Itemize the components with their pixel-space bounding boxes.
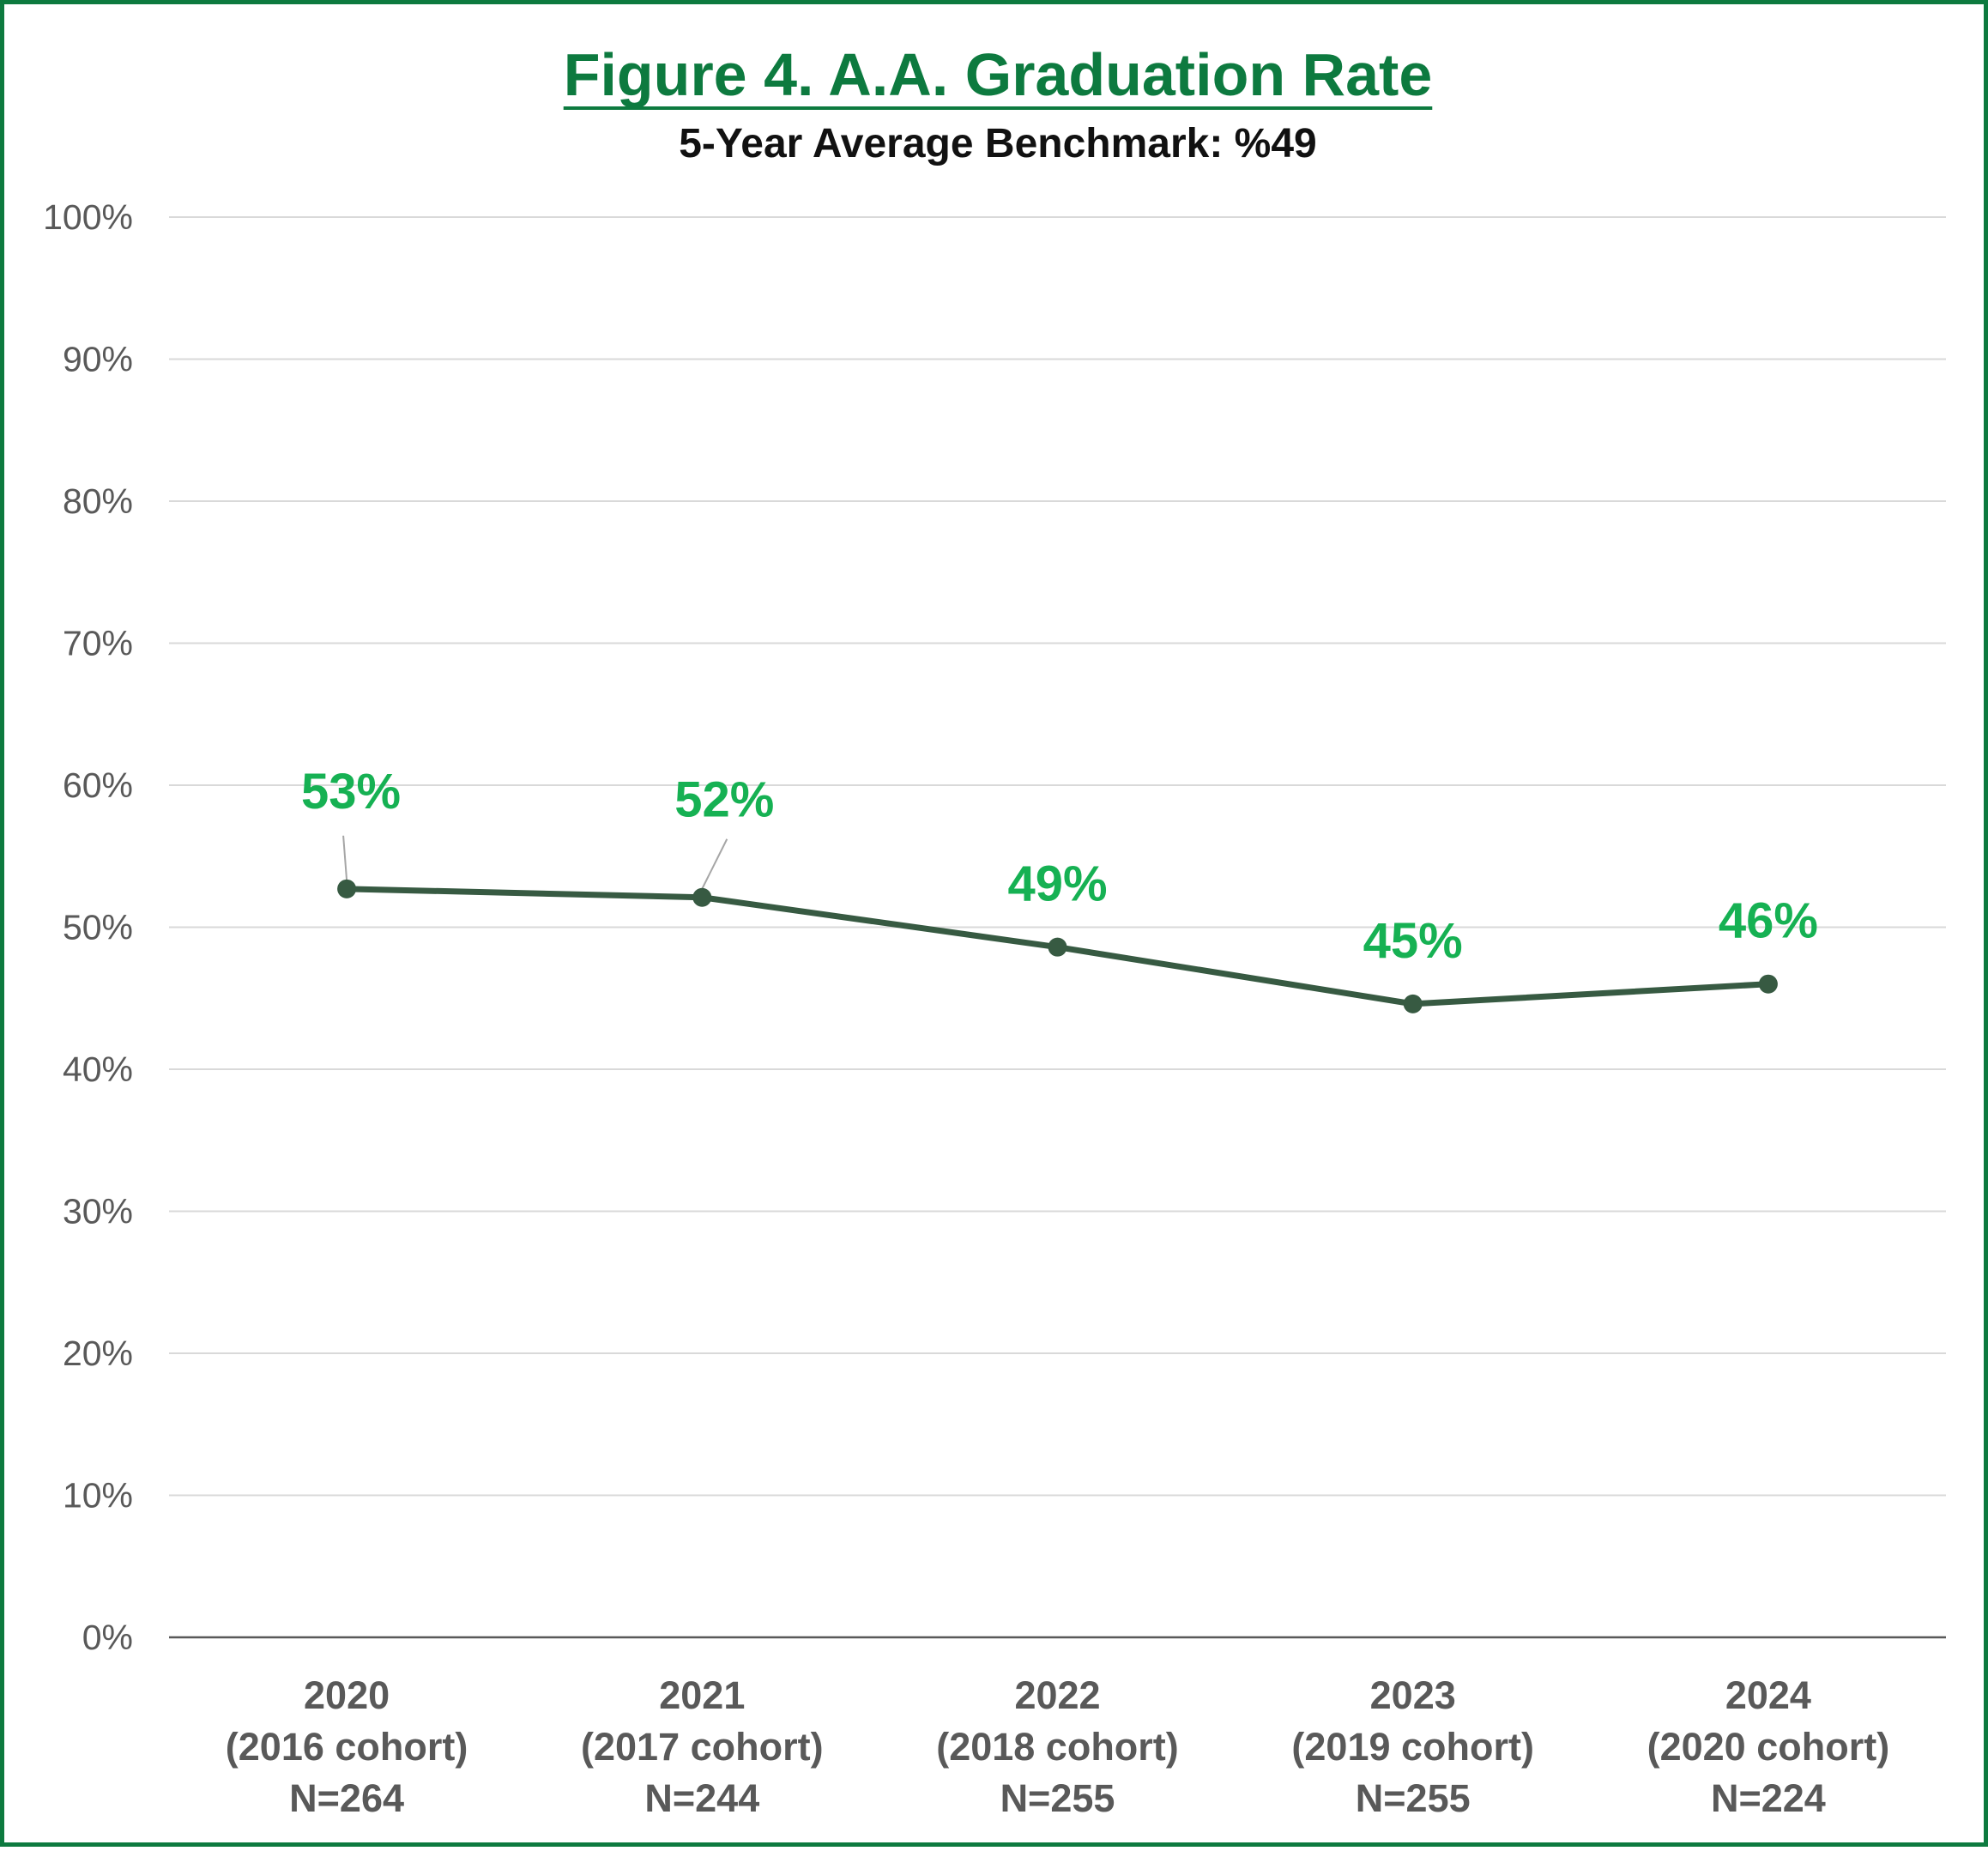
data-label: 46% <box>1719 893 1818 949</box>
x-tick-label: (2016 cohort) <box>226 1725 468 1769</box>
y-axis-tick-labels: 0% 10% 20% 30% 40% 50% 60% 70% 80% 90% 100% <box>43 197 133 1657</box>
x-tick-label-group: 2024 (2020 cohort) N=224 <box>1647 1673 1890 1820</box>
x-tick-label-group: 2021 (2017 cohort) N=244 <box>581 1673 824 1820</box>
data-point-marker <box>692 887 712 907</box>
y-tick-label: 100% <box>43 197 133 237</box>
x-tick-label-group: 2020 (2016 cohort) N=264 <box>226 1673 468 1820</box>
x-tick-label: 2023 <box>1370 1673 1456 1717</box>
data-label-leader-line <box>701 838 728 890</box>
chart-title: Figure 4. A.A. Graduation Rate <box>564 41 1433 108</box>
x-tick-label-group: 2022 (2018 cohort) N=255 <box>936 1673 1179 1820</box>
data-label: 53% <box>301 764 401 820</box>
data-point-marker <box>1403 994 1423 1013</box>
y-tick-label: 20% <box>63 1334 133 1373</box>
data-point-marker <box>337 879 357 898</box>
x-tick-label: 2021 <box>659 1673 745 1717</box>
y-tick-label: 70% <box>63 624 133 663</box>
data-label: 52% <box>674 772 774 828</box>
data-point-markers <box>337 879 1778 1013</box>
data-label-leader-line <box>342 835 348 880</box>
y-tick-label: 10% <box>63 1476 133 1515</box>
leader-lines <box>342 835 728 890</box>
data-label: 49% <box>1007 856 1107 912</box>
data-label: 45% <box>1363 913 1463 969</box>
x-tick-label: N=255 <box>1356 1776 1471 1820</box>
y-tick-label: 60% <box>63 765 133 805</box>
x-tick-label: 2024 <box>1725 1673 1811 1717</box>
x-tick-label: 2020 <box>304 1673 390 1717</box>
data-labels: 53% 52% 49% 45% 46% <box>301 764 1818 969</box>
x-tick-label: (2019 cohort) <box>1291 1725 1534 1769</box>
chart-subtitle: 5-Year Average Benchmark: %49 <box>679 121 1317 166</box>
line-chart: Figure 4. A.A. Graduation Rate 5-Year Av… <box>43 41 1946 1820</box>
data-point-marker <box>1048 937 1067 957</box>
x-tick-label: (2017 cohort) <box>581 1725 824 1769</box>
y-tick-label: 80% <box>63 481 133 521</box>
gridlines <box>169 216 1946 1639</box>
x-tick-label: 2022 <box>1014 1673 1100 1717</box>
x-tick-label: N=224 <box>1711 1776 1826 1820</box>
x-axis-tick-labels: 2020 (2016 cohort) N=264 2021 (2017 cohort) N… <box>226 1673 1889 1820</box>
y-tick-label: 0% <box>82 1618 133 1657</box>
y-tick-label: 30% <box>63 1192 133 1231</box>
x-tick-label: N=264 <box>289 1776 404 1820</box>
y-tick-label: 90% <box>63 340 133 379</box>
x-tick-label: (2018 cohort) <box>936 1725 1179 1769</box>
x-tick-label: (2020 cohort) <box>1647 1725 1890 1769</box>
y-tick-label: 50% <box>63 908 133 947</box>
x-tick-label: N=244 <box>644 1776 759 1820</box>
data-point-marker <box>1758 974 1778 994</box>
x-tick-label-group: 2023 (2019 cohort) N=255 <box>1291 1673 1534 1820</box>
x-tick-label: N=255 <box>1000 1776 1115 1820</box>
y-tick-label: 40% <box>63 1050 133 1089</box>
